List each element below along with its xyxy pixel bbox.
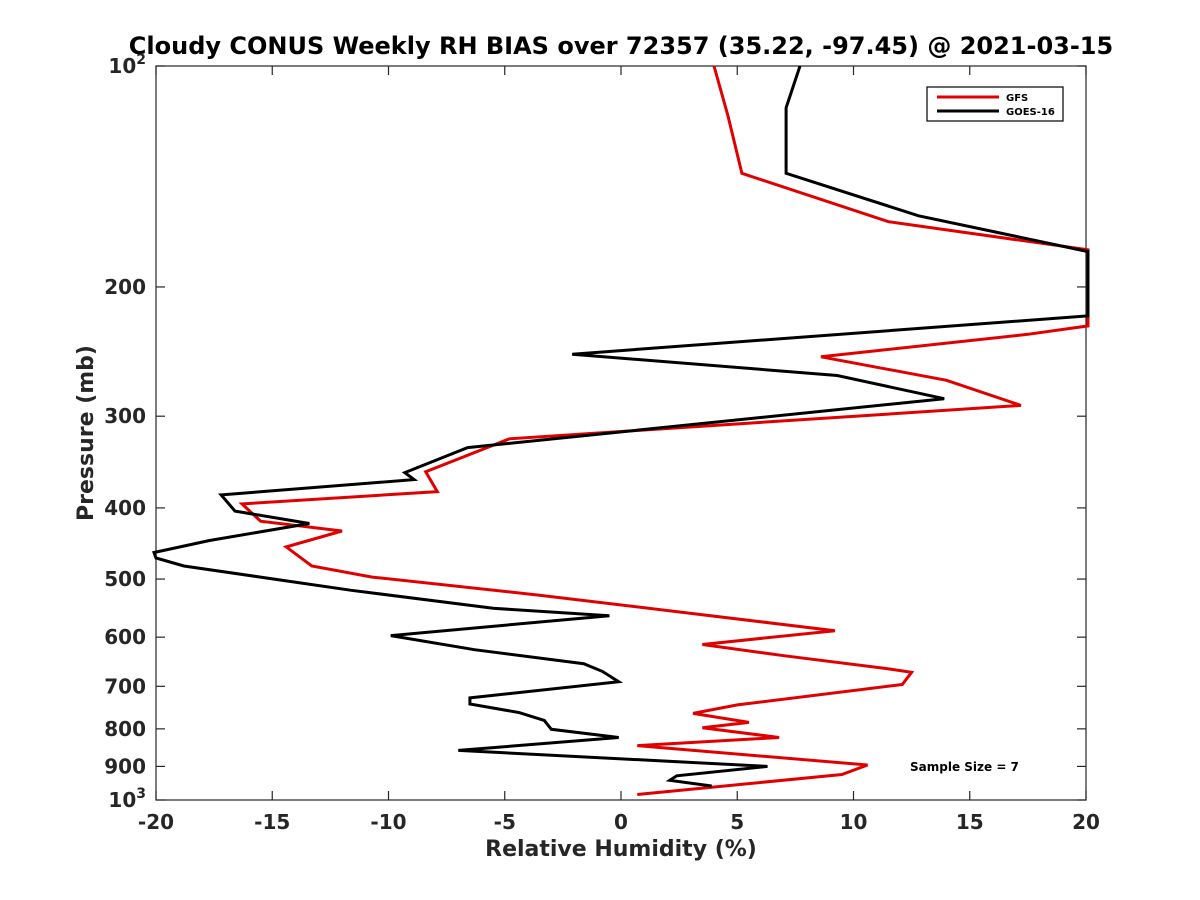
y-tick-label: 500 xyxy=(104,567,146,591)
legend: GFS GOES-16 xyxy=(926,86,1064,122)
y-tick-label: 300 xyxy=(104,404,146,428)
legend-box xyxy=(926,86,1064,122)
series-line-goes-16 xyxy=(152,65,1090,788)
x-tick-label: 20 xyxy=(1072,810,1100,834)
legend-label: GOES-16 xyxy=(1006,107,1055,118)
y-tick-label: 103 xyxy=(108,786,146,812)
y-tick-label: 200 xyxy=(104,275,146,299)
sample-size-annotation: Sample Size = 7 xyxy=(910,760,1019,774)
y-tick-label: 800 xyxy=(104,717,146,741)
x-tick-label: -15 xyxy=(254,810,290,834)
x-tick-label: 0 xyxy=(614,810,628,834)
x-tick-label: -5 xyxy=(494,810,516,834)
series-layer xyxy=(152,65,1090,796)
y-tick-label: 102 xyxy=(108,52,146,78)
x-tick-label: 10 xyxy=(840,810,868,834)
y-tick-label: 700 xyxy=(104,674,146,698)
x-tick-label: -10 xyxy=(370,810,406,834)
y-tick-label: 400 xyxy=(104,496,146,520)
series-line-gfs xyxy=(238,65,1090,796)
x-tick-label: -20 xyxy=(138,810,174,834)
legend-label: GFS xyxy=(1006,93,1028,104)
y-axis-label: Pressure (mb) xyxy=(74,345,99,521)
y-tick-label: 600 xyxy=(104,625,146,649)
chart-title: Cloudy CONUS Weekly RH BIAS over 72357 (… xyxy=(129,32,1113,60)
axis-layer: -20 -15 -10 -5 0 5 10 15 20 102 200 300 400 500 600 700… xyxy=(104,52,1100,834)
y-tick-label: 900 xyxy=(104,754,146,778)
x-tick-label: 5 xyxy=(730,810,744,834)
x-tick-label: 15 xyxy=(956,810,984,834)
x-axis-label: Relative Humidity (%) xyxy=(485,837,757,862)
